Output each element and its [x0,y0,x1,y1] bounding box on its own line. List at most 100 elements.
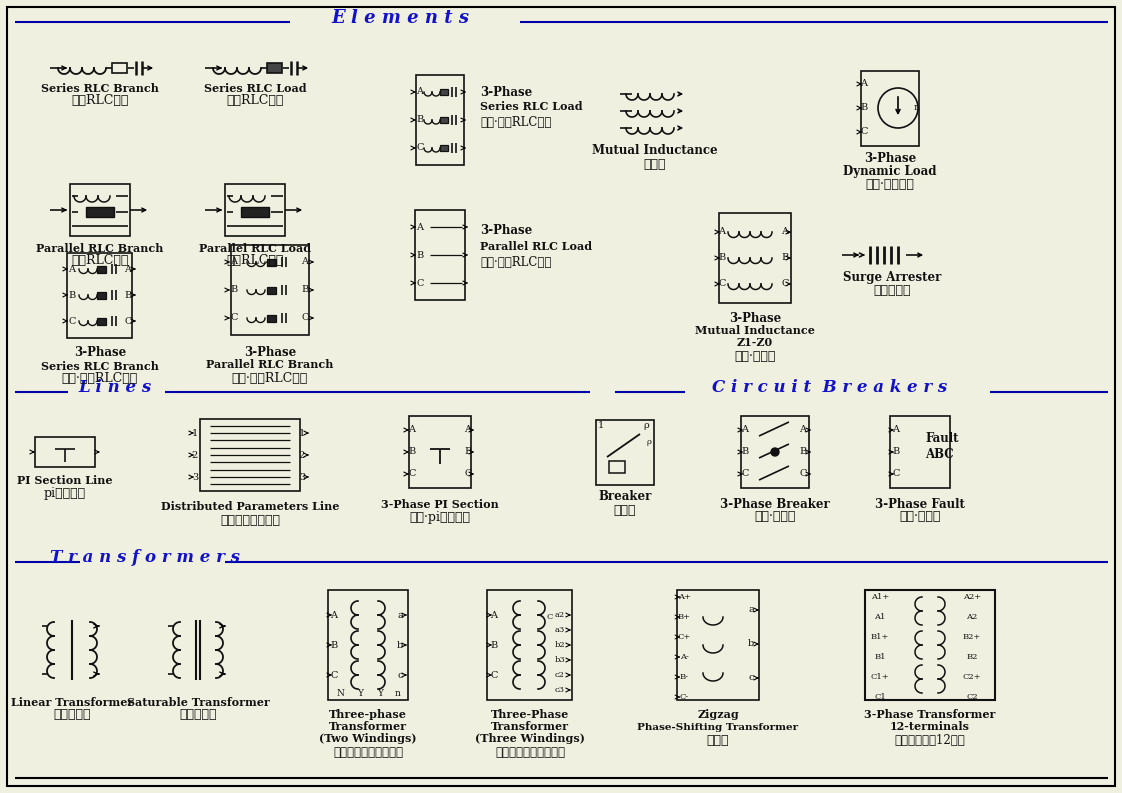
Text: B1: B1 [874,653,885,661]
Text: Transformer: Transformer [329,722,407,733]
Bar [67,252,132,338]
Text: 3-Phase Transformer: 3-Phase Transformer [864,710,995,721]
Text: Y: Y [357,688,364,698]
Bar [415,210,465,300]
Bar [86,207,114,217]
Text: pi型输电线: pi型输电线 [44,486,86,500]
Bar [112,63,128,73]
Bar [609,461,625,473]
Bar [241,207,269,217]
Text: C: C [125,316,131,325]
Text: n: n [395,688,401,698]
Text: A: A [800,426,807,435]
Text: B: B [408,447,415,457]
Text: Series RLC Branch: Series RLC Branch [42,361,159,371]
Text: ABC: ABC [925,447,954,461]
Bar [328,590,408,700]
Text: E l e m e n t s: E l e m e n t s [331,9,469,27]
Text: A: A [861,79,867,89]
Text: 三相变压器（12端）: 三相变压器（12端） [894,734,965,748]
Text: C i r c u i t  B r e a k e r s: C i r c u i t B r e a k e r s [712,380,948,396]
Text: A1: A1 [874,613,885,621]
Text: B: B [302,285,309,294]
Text: A: A [416,223,423,232]
Bar [98,266,107,273]
Text: 3-Phase: 3-Phase [243,346,296,358]
Text: c: c [748,673,754,683]
Text: 3-Phase: 3-Phase [74,347,126,359]
Text: 3: 3 [192,473,199,481]
Bar [719,213,791,303]
Text: C: C [230,313,238,323]
Text: A: A [490,611,497,619]
Text: 3-Phase: 3-Phase [480,224,532,237]
Text: 3-Phase PI Section: 3-Phase PI Section [381,499,499,509]
Text: b: b [397,641,403,649]
Text: B: B [718,254,726,262]
Text: B: B [125,290,131,300]
Text: A-: A- [680,653,689,661]
Text: B: B [330,641,338,649]
Text: Three-Phase: Three-Phase [490,710,569,721]
Text: B: B [465,447,471,457]
Text: 并联RLC支路: 并联RLC支路 [72,255,129,267]
Text: A: A [302,258,309,266]
Bar [861,71,919,145]
Text: B+: B+ [678,613,690,621]
Bar [267,286,276,293]
Text: B: B [416,251,424,259]
Text: C: C [742,469,748,478]
Text: a: a [748,606,754,615]
Text: A: A [465,426,471,435]
Text: 涌流抑制器: 涌流抑制器 [873,284,911,297]
Bar [440,117,448,123]
Text: B: B [799,447,807,457]
Text: N: N [337,688,344,698]
Text: n: n [914,104,920,113]
Bar [865,590,995,700]
Bar [440,145,448,151]
Text: Y: Y [377,688,383,698]
Text: 三相·串联RLC支路: 三相·串联RLC支路 [62,373,138,385]
Text: b: b [748,639,754,649]
Text: 三相·故障器: 三相·故障器 [900,511,940,523]
Text: A: A [230,258,238,266]
Text: 三相·串联RLC负载: 三相·串联RLC负载 [480,116,551,128]
Text: 三相·pi型输电线: 三相·pi型输电线 [410,511,470,523]
Text: C: C [416,278,424,288]
Text: 三相·并联RLC负载: 三相·并联RLC负载 [480,256,551,270]
Text: a2: a2 [555,611,565,619]
Text: C2+: C2+ [963,673,982,681]
Text: C1: C1 [874,693,886,701]
Text: B-: B- [680,673,689,681]
Text: ρ: ρ [646,438,652,446]
Text: 三相·断路器: 三相·断路器 [754,511,795,523]
Text: 移相器: 移相器 [707,734,729,746]
Text: 三相·互感器: 三相·互感器 [734,350,775,362]
Text: Three-phase: Three-phase [329,710,407,721]
Text: Series RLC Load: Series RLC Load [204,82,306,94]
Text: Linear Transformer: Linear Transformer [11,696,134,707]
Text: Parallel RLC Load: Parallel RLC Load [480,242,592,252]
Text: 3-Phase Fault: 3-Phase Fault [875,497,965,511]
Text: C: C [490,671,498,680]
Text: C: C [546,613,553,621]
Text: C: C [302,313,309,323]
Text: B: B [742,447,748,457]
Text: a: a [397,611,403,619]
Text: 三相·并联RLC支路: 三相·并联RLC支路 [232,371,309,385]
Text: A: A [331,611,338,619]
Text: 并联RLC负载: 并联RLC负载 [227,255,284,267]
Bar [267,259,276,266]
Text: Series RLC Branch: Series RLC Branch [42,82,159,94]
Text: B: B [230,285,238,294]
Bar [98,292,107,298]
Text: A: A [892,426,900,435]
Text: A: A [416,87,423,97]
Text: a3: a3 [555,626,565,634]
Text: C: C [68,316,75,325]
Text: A2: A2 [966,613,977,621]
Text: ρ: ρ [643,420,649,430]
Text: A: A [742,426,748,435]
Text: Fault: Fault [925,431,958,445]
